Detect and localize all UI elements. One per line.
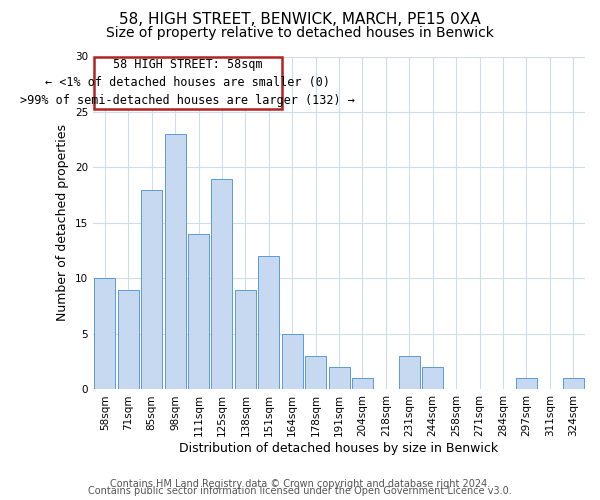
X-axis label: Distribution of detached houses by size in Benwick: Distribution of detached houses by size … — [179, 442, 499, 455]
Text: 58 HIGH STREET: 58sqm
← <1% of detached houses are smaller (0)
>99% of semi-deta: 58 HIGH STREET: 58sqm ← <1% of detached … — [20, 58, 355, 107]
Text: 58, HIGH STREET, BENWICK, MARCH, PE15 0XA: 58, HIGH STREET, BENWICK, MARCH, PE15 0X… — [119, 12, 481, 28]
Bar — [281, 334, 303, 390]
Y-axis label: Number of detached properties: Number of detached properties — [56, 124, 70, 322]
Bar — [164, 134, 185, 390]
Bar — [399, 356, 420, 390]
Bar — [188, 234, 209, 390]
Bar — [94, 278, 115, 390]
Bar — [305, 356, 326, 390]
Bar — [329, 368, 350, 390]
Bar — [516, 378, 537, 390]
Text: Contains HM Land Registry data © Crown copyright and database right 2024.: Contains HM Land Registry data © Crown c… — [110, 479, 490, 489]
Bar — [352, 378, 373, 390]
Bar — [563, 378, 584, 390]
Bar — [235, 290, 256, 390]
Text: Contains public sector information licensed under the Open Government Licence v3: Contains public sector information licen… — [88, 486, 512, 496]
Text: Size of property relative to detached houses in Benwick: Size of property relative to detached ho… — [106, 26, 494, 40]
Bar — [118, 290, 139, 390]
Bar — [258, 256, 280, 390]
Bar — [422, 368, 443, 390]
FancyBboxPatch shape — [94, 56, 281, 108]
Bar — [141, 190, 162, 390]
Bar — [211, 178, 232, 390]
